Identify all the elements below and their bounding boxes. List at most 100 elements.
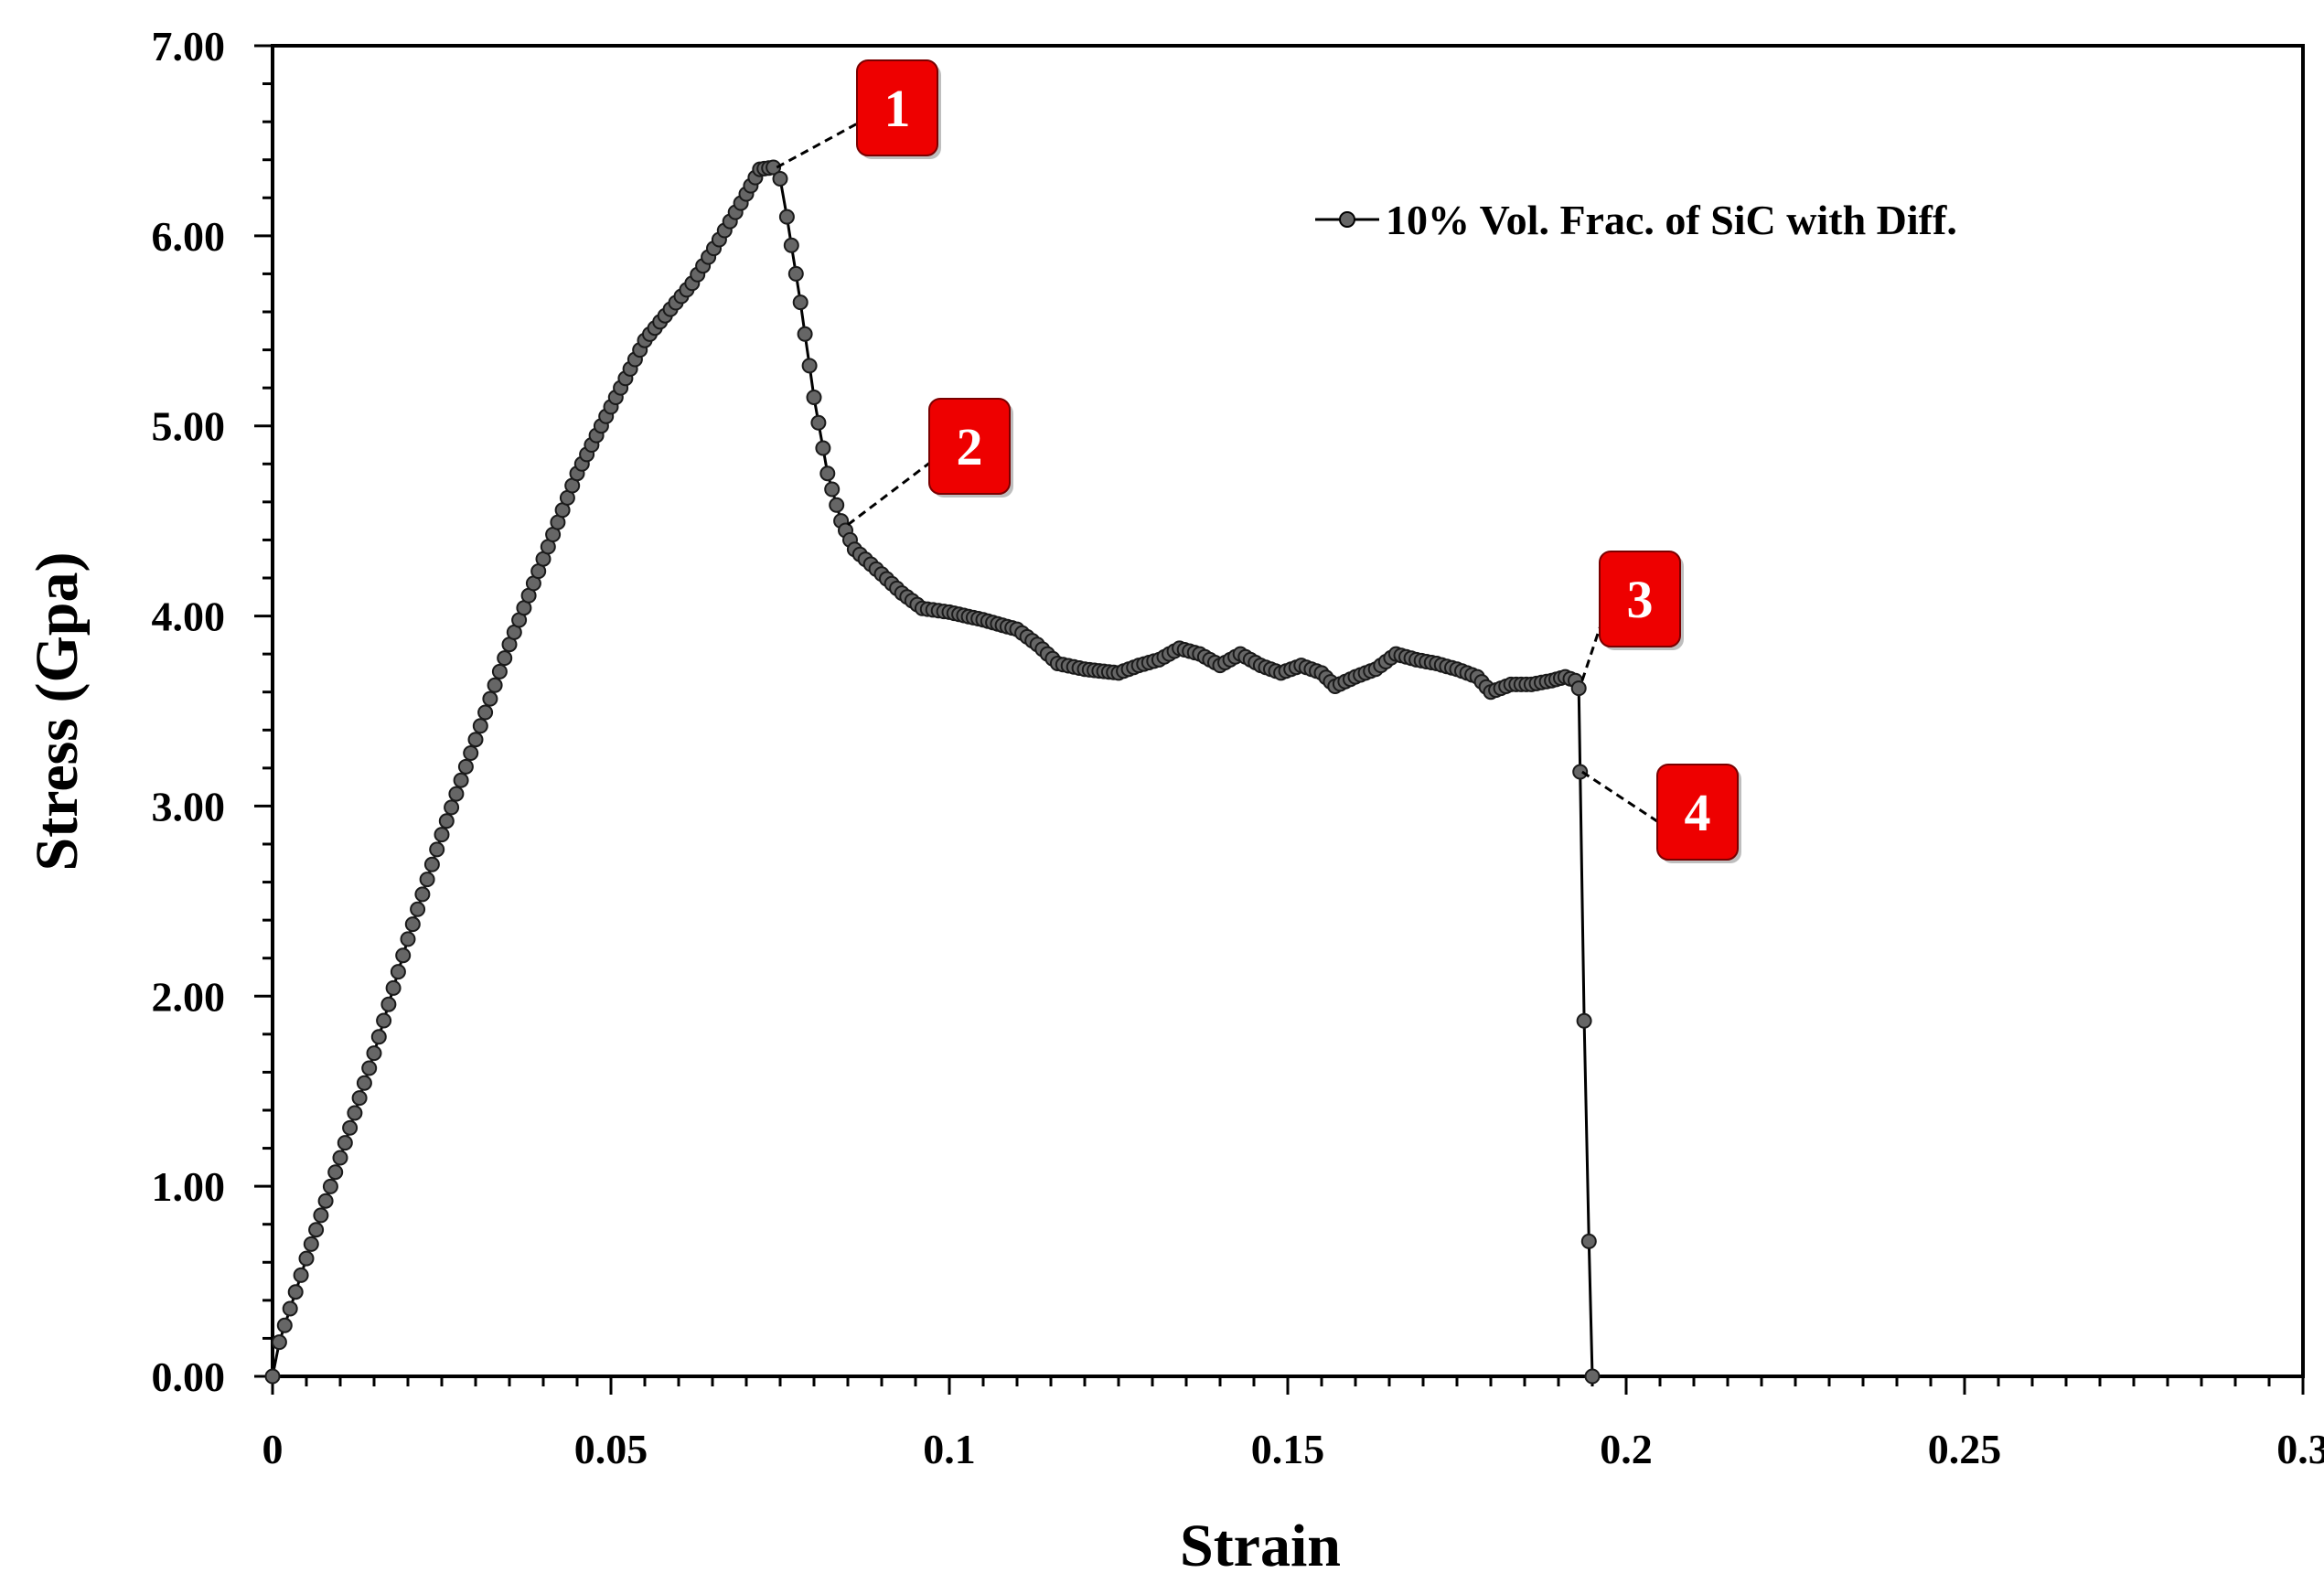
- data-point: [356, 1075, 372, 1091]
- series-group: [264, 159, 1601, 1385]
- x-tick-label: 0: [262, 1426, 284, 1472]
- y-tick-label: 0.00: [152, 1353, 226, 1400]
- data-point: [410, 901, 426, 917]
- data-point: [815, 440, 831, 456]
- data-point: [448, 786, 465, 802]
- data-point: [778, 209, 795, 225]
- data-point: [806, 390, 822, 405]
- data-point: [282, 1300, 298, 1317]
- data-point: [477, 704, 494, 721]
- annotation-marker-1: 1: [776, 59, 941, 169]
- data-point: [380, 996, 397, 1012]
- data-point: [303, 1236, 319, 1252]
- data-point: [1576, 1012, 1592, 1029]
- data-point: [423, 856, 440, 872]
- data-point: [482, 690, 498, 707]
- data-point: [347, 1105, 363, 1121]
- data-point: [317, 1193, 334, 1209]
- data-point: [327, 1164, 344, 1181]
- annotation-box: [1599, 551, 1681, 647]
- legend: 10% Vol. Frac. of SiC with Diff.: [1315, 197, 1957, 243]
- y-tick-label: 5.00: [152, 403, 226, 450]
- data-point: [414, 886, 431, 903]
- y-tick-label: 4.00: [152, 594, 226, 640]
- data-point: [463, 745, 479, 761]
- data-point: [783, 237, 799, 253]
- data-point: [400, 931, 416, 947]
- x-axis-title: Strain: [1180, 1513, 1341, 1579]
- data-point: [276, 1317, 293, 1333]
- data-point: [390, 964, 406, 980]
- x-tick-label: 0.3: [2276, 1426, 2324, 1472]
- data-point: [298, 1250, 315, 1267]
- y-tick-label: 1.00: [152, 1163, 226, 1210]
- annotation-label: 1: [884, 79, 911, 138]
- annotation-label: 3: [1627, 570, 1654, 629]
- data-point: [322, 1178, 338, 1194]
- x-axis-tick-labels: 0 0.05 0.1 0.15 0.2 0.25 0.3: [262, 1426, 2324, 1472]
- legend-marker-swatch: [1339, 211, 1355, 228]
- x-tick-label: 0.15: [1251, 1426, 1325, 1472]
- data-point: [313, 1207, 329, 1224]
- annotation-box: [928, 398, 1011, 495]
- data-point: [491, 663, 508, 679]
- data-point: [766, 159, 782, 176]
- data-point: [1570, 680, 1587, 697]
- data-point: [472, 718, 488, 734]
- data-point: [332, 1150, 348, 1166]
- data-point: [453, 772, 469, 788]
- data-point: [264, 1368, 281, 1385]
- data-point: [792, 294, 809, 311]
- axis-ticks: [254, 44, 2305, 1395]
- data-point: [337, 1135, 353, 1151]
- data-point: [1584, 1368, 1601, 1385]
- legend-label: 10% Vol. Frac. of SiC with Diff.: [1386, 197, 1957, 243]
- x-tick-label: 0.05: [574, 1426, 648, 1472]
- plot-area-frame: [271, 44, 2305, 1378]
- data-point: [308, 1222, 325, 1238]
- annotation-marker-4: 4: [1581, 764, 1741, 863]
- data-point: [487, 677, 503, 693]
- data-point: [772, 171, 788, 187]
- data-point: [819, 465, 836, 482]
- data-point: [429, 841, 445, 858]
- data-point: [810, 414, 827, 431]
- annotation-leader-line: [776, 119, 863, 169]
- annotations-group: 1 2 3 4: [776, 59, 1741, 863]
- data-point: [497, 650, 513, 667]
- data-point: [419, 872, 435, 888]
- data-point: [342, 1119, 359, 1136]
- data-point: [376, 1012, 392, 1029]
- x-tick-label: 0.1: [923, 1426, 976, 1472]
- annotation-box: [856, 59, 938, 156]
- annotation-leader-line: [847, 457, 936, 526]
- data-point: [1572, 764, 1589, 780]
- data-point: [366, 1045, 382, 1062]
- data-point: [824, 481, 841, 497]
- annotation-marker-2: 2: [847, 398, 1013, 526]
- data-point: [293, 1267, 309, 1283]
- data-point: [444, 799, 460, 816]
- data-point: [1580, 1233, 1597, 1249]
- annotation-marker-3: 3: [1580, 551, 1684, 681]
- y-axis-tick-labels: 0.00 1.00 2.00 3.00 4.00 5.00 6.00 7.00: [152, 23, 226, 1400]
- y-tick-label: 3.00: [152, 783, 226, 829]
- annotation-label: 4: [1685, 783, 1711, 842]
- data-point: [434, 827, 450, 843]
- x-tick-label: 0.25: [1928, 1426, 2002, 1472]
- y-tick-label: 2.00: [152, 973, 226, 1020]
- annotation-label: 2: [957, 417, 983, 476]
- data-point: [287, 1284, 304, 1300]
- data-point: [467, 732, 484, 748]
- data-point: [395, 947, 412, 964]
- data-point: [361, 1060, 378, 1076]
- y-tick-label: 6.00: [152, 213, 226, 260]
- data-point: [801, 358, 818, 374]
- data-point: [787, 265, 804, 282]
- data-point: [370, 1029, 387, 1045]
- y-tick-label: 7.00: [152, 23, 226, 70]
- data-point: [351, 1090, 368, 1107]
- data-point: [404, 916, 421, 933]
- annotation-box: [1656, 764, 1739, 861]
